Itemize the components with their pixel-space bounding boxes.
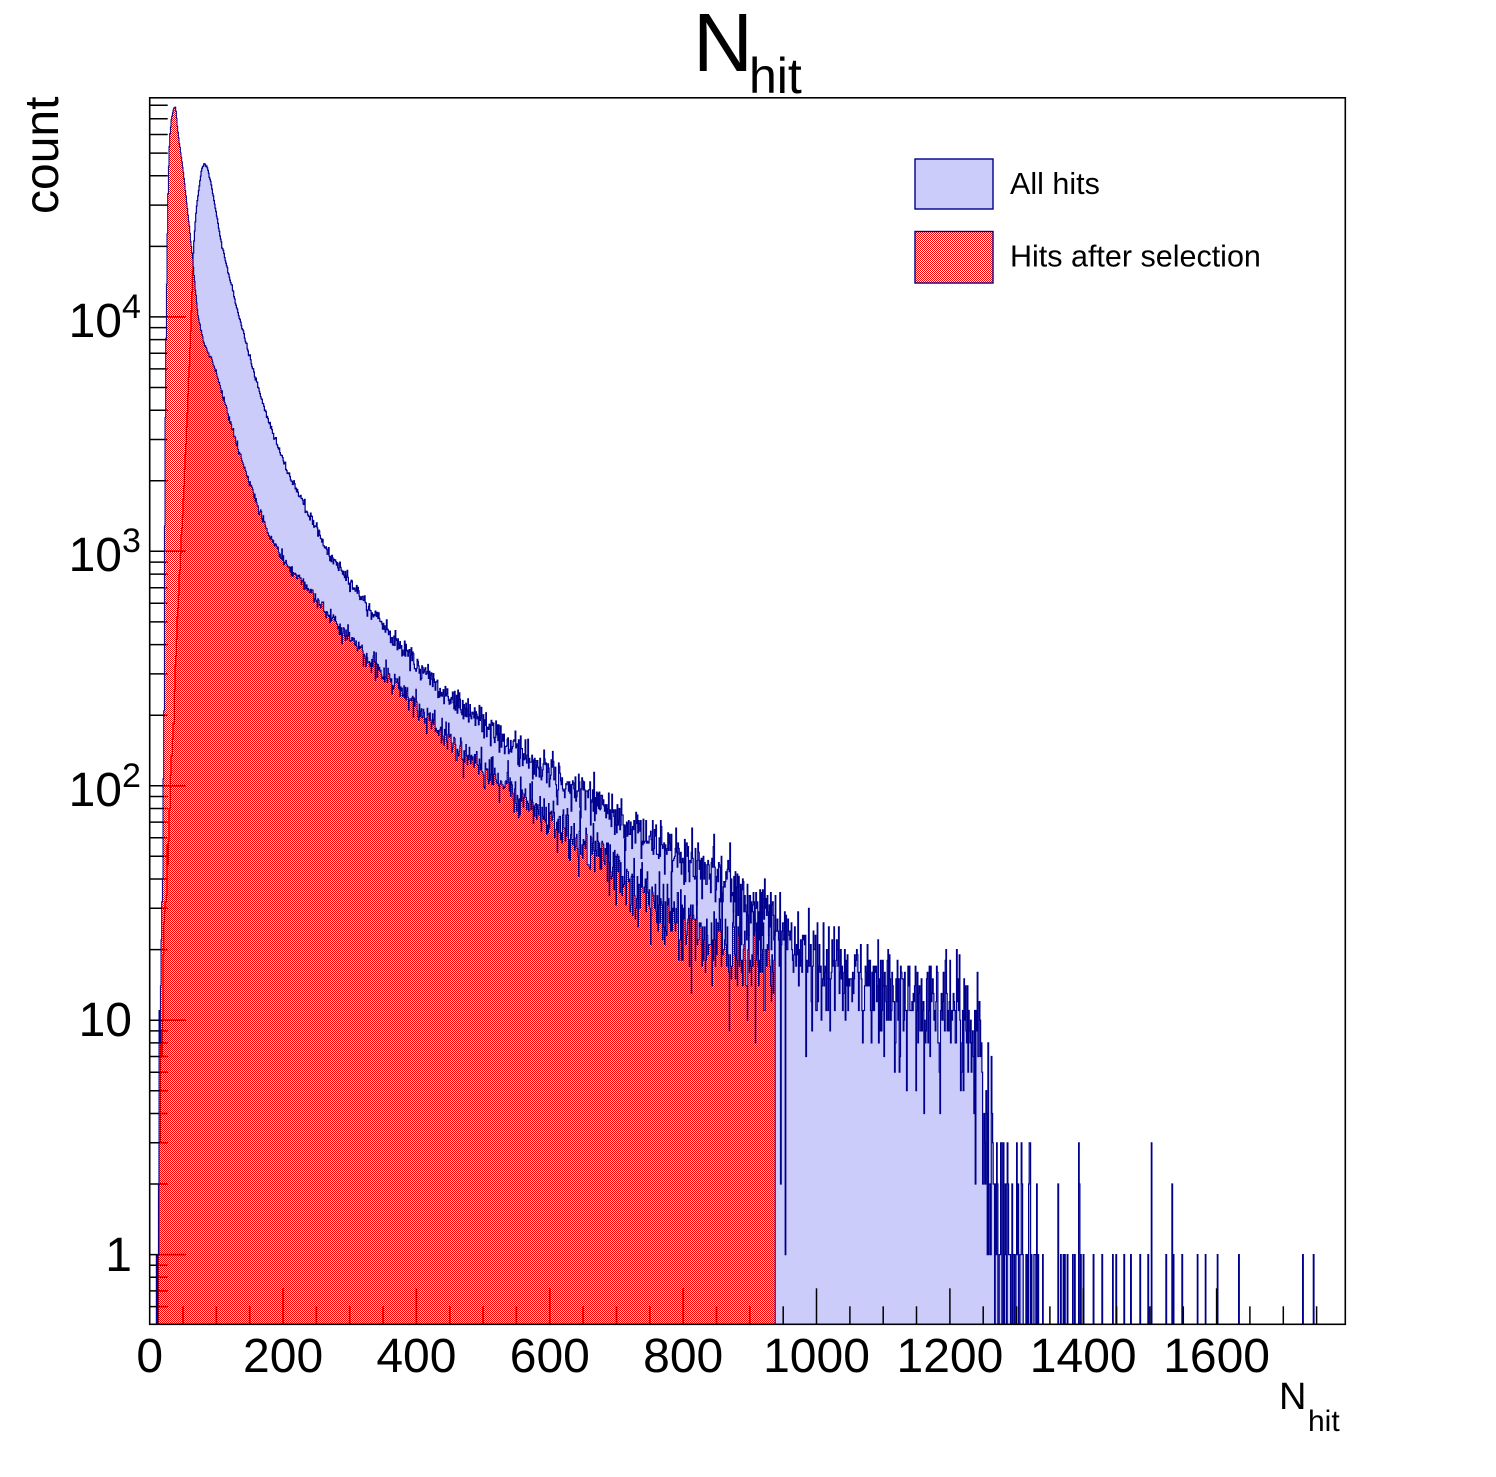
svg-text:N: N xyxy=(1279,1376,1306,1418)
svg-text:hit: hit xyxy=(749,48,802,104)
svg-text:All hits: All hits xyxy=(1010,167,1100,201)
svg-text:4: 4 xyxy=(122,288,141,326)
svg-text:400: 400 xyxy=(376,1330,456,1383)
svg-text:10: 10 xyxy=(79,994,132,1047)
svg-text:10: 10 xyxy=(69,295,122,348)
svg-text:hit: hit xyxy=(1308,1405,1340,1438)
svg-text:1600: 1600 xyxy=(1163,1330,1270,1383)
svg-text:1: 1 xyxy=(105,1229,132,1282)
svg-text:800: 800 xyxy=(643,1330,723,1383)
svg-text:count: count xyxy=(16,97,69,214)
svg-text:2: 2 xyxy=(122,757,141,795)
svg-text:N: N xyxy=(693,0,753,89)
svg-text:Hits after selection: Hits after selection xyxy=(1010,240,1261,274)
svg-text:200: 200 xyxy=(243,1330,323,1383)
svg-text:1200: 1200 xyxy=(897,1330,1004,1383)
svg-text:1000: 1000 xyxy=(763,1330,870,1383)
svg-text:10: 10 xyxy=(69,529,122,582)
svg-text:600: 600 xyxy=(510,1330,590,1383)
svg-text:10: 10 xyxy=(69,764,122,817)
svg-text:3: 3 xyxy=(122,522,141,560)
svg-text:1400: 1400 xyxy=(1030,1330,1137,1383)
svg-text:0: 0 xyxy=(136,1330,163,1383)
